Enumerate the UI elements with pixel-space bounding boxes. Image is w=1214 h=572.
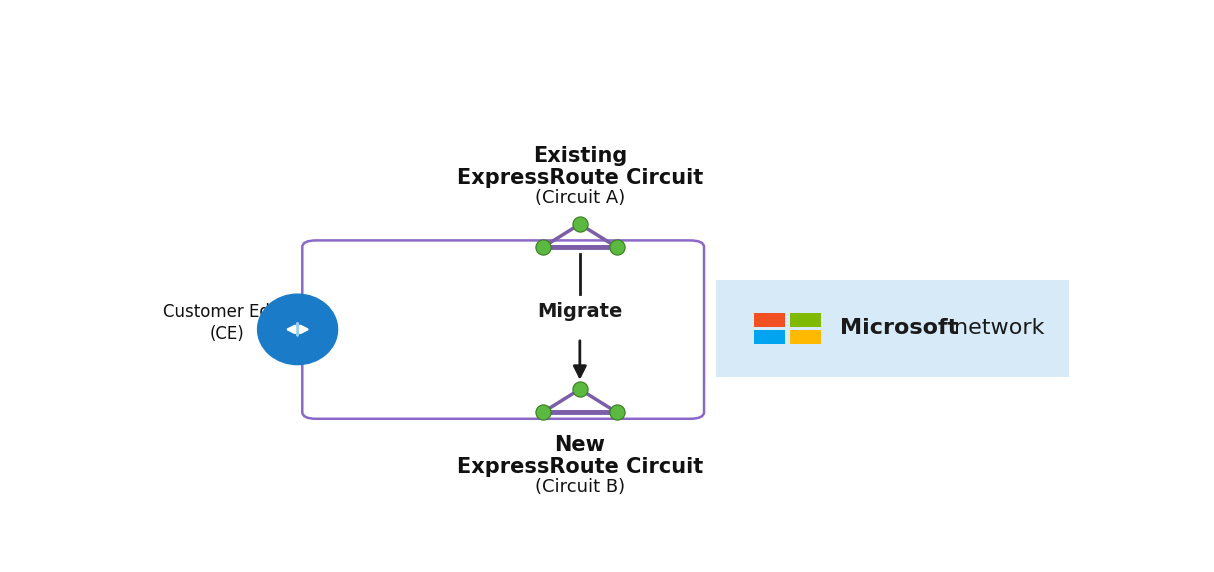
Text: (Circuit B): (Circuit B) <box>535 478 625 496</box>
Text: (CE): (CE) <box>210 325 244 343</box>
Text: network: network <box>954 319 1045 339</box>
Text: (Circuit A): (Circuit A) <box>534 189 625 206</box>
Bar <box>789 313 821 327</box>
Text: Existing: Existing <box>533 146 626 166</box>
Text: ExpressRoute Circuit: ExpressRoute Circuit <box>456 168 703 188</box>
Point <box>607 408 626 417</box>
Bar <box>754 329 785 344</box>
Point <box>533 243 552 252</box>
Text: ExpressRoute Circuit: ExpressRoute Circuit <box>456 457 703 477</box>
Point <box>607 243 626 252</box>
FancyBboxPatch shape <box>716 280 1070 377</box>
Bar <box>789 329 821 344</box>
Text: Migrate: Migrate <box>537 302 623 321</box>
Point <box>533 408 552 417</box>
Point <box>571 385 590 394</box>
Point <box>571 220 590 229</box>
Ellipse shape <box>257 294 337 364</box>
Bar <box>754 313 785 327</box>
Text: Microsoft: Microsoft <box>840 319 958 339</box>
Text: New: New <box>555 435 606 455</box>
Text: Customer Edge: Customer Edge <box>163 303 291 321</box>
